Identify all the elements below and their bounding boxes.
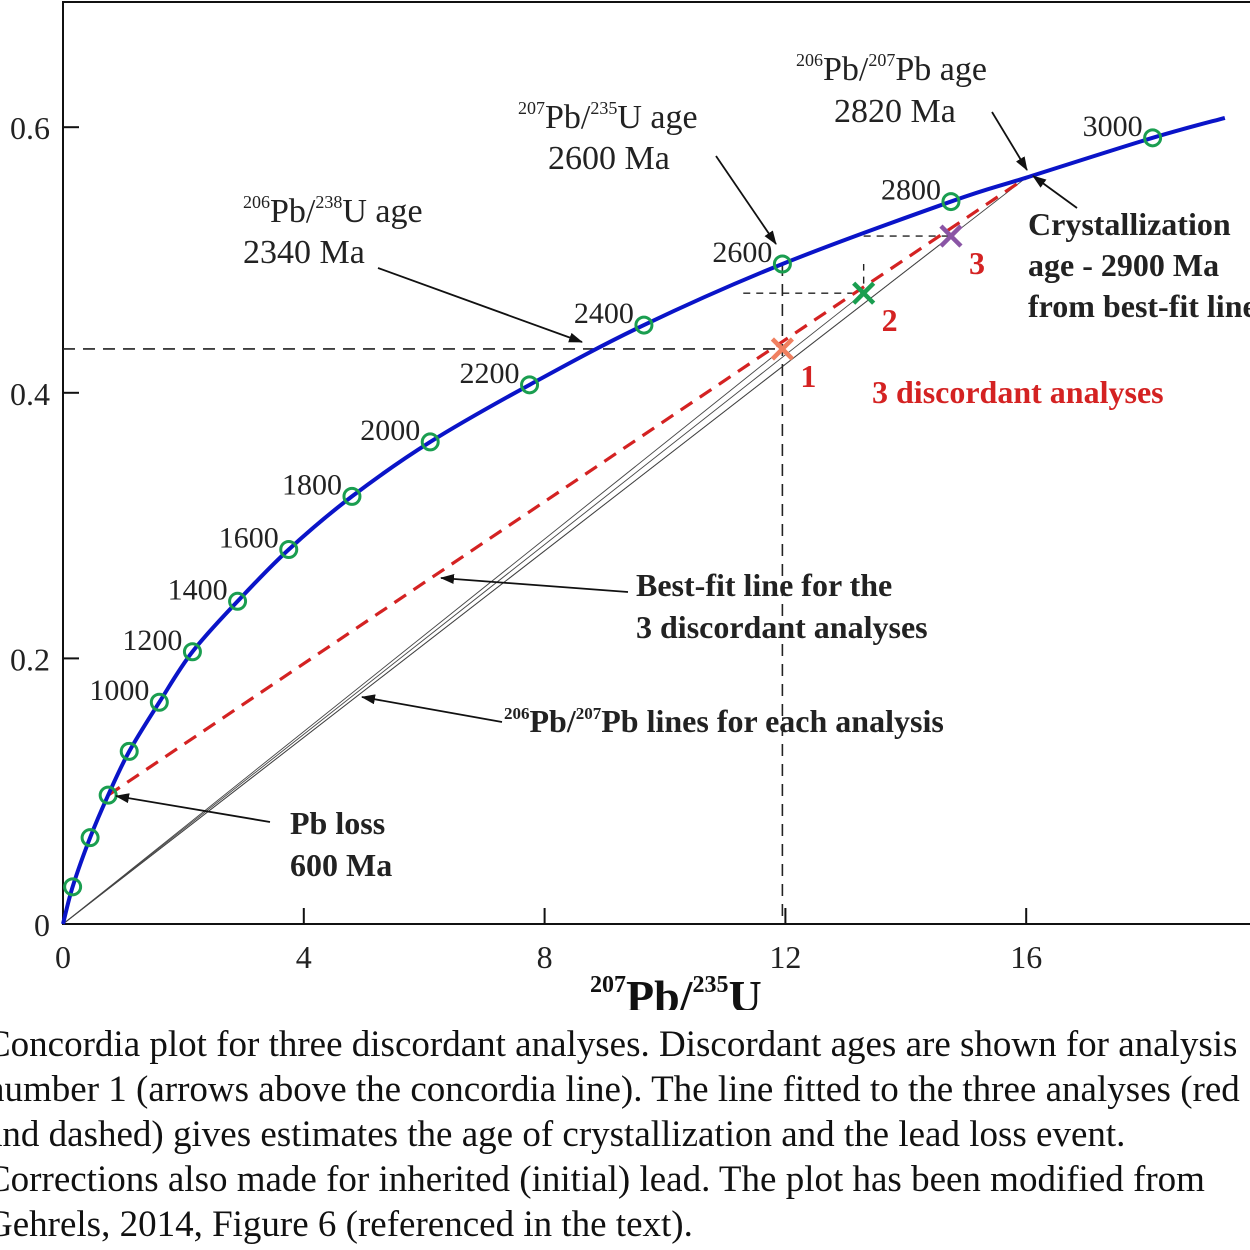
- pb-line: [62, 292, 864, 925]
- annotation-pb-loss: Pb loss 600 Ma: [115, 793, 392, 883]
- caption-line: and dashed) gives estimates the age of c…: [0, 1114, 1126, 1155]
- svg-text:207Pb/235U age: 207Pb/235U age: [518, 98, 698, 136]
- age-marker: [63, 877, 83, 897]
- analysis-x-mark: [852, 281, 876, 305]
- best-fit-dashed-line: [107, 176, 1028, 797]
- age-label: 1000: [89, 674, 149, 707]
- age-marker: [420, 432, 440, 452]
- caption-line: Concordia plot for three discordant anal…: [0, 1024, 1238, 1065]
- concordia-chart: 0 4 8 12 1600.20.40.6 1000120014001600180020…: [10, 1, 1250, 1010]
- age-label: 2200: [460, 357, 520, 390]
- age-label: 3000: [1083, 110, 1143, 143]
- svg-text:206Pb/207Pb lines for each ana: 206Pb/207Pb lines for each analysis: [504, 703, 944, 739]
- svg-text:206Pb/238U age: 206Pb/238U age: [243, 192, 423, 230]
- analysis-label: 2: [882, 302, 898, 338]
- caption-line: number 1 (arrows above the concordia lin…: [0, 1069, 1240, 1110]
- age-marker: [228, 591, 248, 611]
- best-fit-line: [107, 176, 1028, 797]
- x-tick-label: 16: [1010, 939, 1042, 975]
- svg-text:from best-fit line: from best-fit line: [1028, 288, 1250, 324]
- age-label: 1200: [122, 624, 182, 657]
- analysis-3: 3: [939, 224, 985, 281]
- age-label: 2800: [881, 174, 941, 207]
- concordia-line: [61, 115, 1226, 925]
- caption-line: Corrections also made for inherited (ini…: [0, 1159, 1205, 1200]
- annotation-crystallization: Crystallization age - 2900 Ma from best-…: [1028, 175, 1250, 324]
- age-label: 2000: [360, 414, 420, 447]
- x-tick-label: 0: [55, 939, 71, 975]
- age-marker: [520, 375, 540, 395]
- x-tick-label: 4: [296, 939, 312, 975]
- pb207-pb206-lines: [62, 177, 1027, 925]
- x-axis-label: 207Pb/235U: [590, 971, 762, 1010]
- age-label: 1800: [282, 468, 342, 501]
- plot-frame: [62, 1, 1250, 925]
- annotation-pb-lines: 206Pb/207Pb lines for each analysis: [361, 694, 944, 739]
- svg-text:age - 2900 Ma: age - 2900 Ma: [1028, 247, 1219, 283]
- svg-text:Pb loss: Pb loss: [290, 805, 385, 841]
- pb-line: [62, 177, 1027, 925]
- annotation-pb206-u238: 206Pb/238U age 2340 Ma: [243, 192, 583, 343]
- analysis-1: 1: [770, 337, 816, 394]
- svg-text:Crystallization: Crystallization: [1028, 206, 1231, 242]
- svg-text:3 discordant analyses: 3 discordant analyses: [636, 609, 928, 645]
- age-label: 2400: [574, 297, 634, 330]
- age-label: 1600: [219, 522, 279, 555]
- age-marker: [634, 315, 654, 335]
- analysis-x-mark: [939, 224, 963, 248]
- svg-text:2600 Ma: 2600 Ma: [548, 140, 670, 177]
- svg-text:2340 Ma: 2340 Ma: [243, 234, 365, 271]
- concordia-curve: [61, 115, 1226, 925]
- age-marker: [941, 192, 961, 212]
- y-tick-label: 0: [34, 907, 50, 943]
- age-marker: [1143, 128, 1163, 148]
- caption-line: Gehrels, 2014, Figure 6 (referenced in t…: [0, 1204, 693, 1245]
- analysis-x-mark: [770, 337, 794, 361]
- pb-line: [62, 348, 783, 925]
- analysis-label: 3: [969, 245, 985, 281]
- age-marker: [342, 486, 362, 506]
- annotation-pb206-pb207: 206Pb/207Pb age 2820 Ma: [796, 50, 1028, 171]
- age-marker: [149, 692, 169, 712]
- svg-text:Best-fit line for the: Best-fit line for the: [636, 567, 892, 603]
- age-marker: [772, 254, 792, 274]
- x-tick-label: 12: [769, 939, 801, 975]
- age-marker: [80, 828, 100, 848]
- age-marker: [279, 540, 299, 560]
- y-tick-label: 0.2: [10, 641, 50, 677]
- svg-text:600 Ma: 600 Ma: [290, 847, 392, 883]
- figure-caption: Concordia plot for three discordant anal…: [0, 1022, 1250, 1247]
- age-marker: [119, 741, 139, 761]
- age-label: 1400: [168, 573, 228, 606]
- y-tick-label: 0.6: [10, 110, 50, 146]
- analysis-2: 2: [852, 281, 898, 338]
- axes: 0 4 8 12 1600.20.40.6: [10, 110, 1042, 975]
- annotation-best-fit: Best-fit line for the 3 discordant analy…: [440, 567, 928, 645]
- y-tick-label: 0.4: [10, 376, 50, 412]
- x-tick-label: 8: [537, 939, 553, 975]
- age-marker: [182, 642, 202, 662]
- svg-text:2820 Ma: 2820 Ma: [834, 93, 956, 130]
- analyses: 1 2 3: [770, 224, 985, 394]
- annotation-discordant: 3 discordant analyses: [872, 374, 1164, 410]
- svg-text:206Pb/207Pb age: 206Pb/207Pb age: [796, 50, 987, 88]
- annotation-pb207-u235: 207Pb/235U age 2600 Ma: [518, 98, 777, 245]
- age-label: 2600: [712, 236, 772, 269]
- analysis-label: 1: [800, 358, 816, 394]
